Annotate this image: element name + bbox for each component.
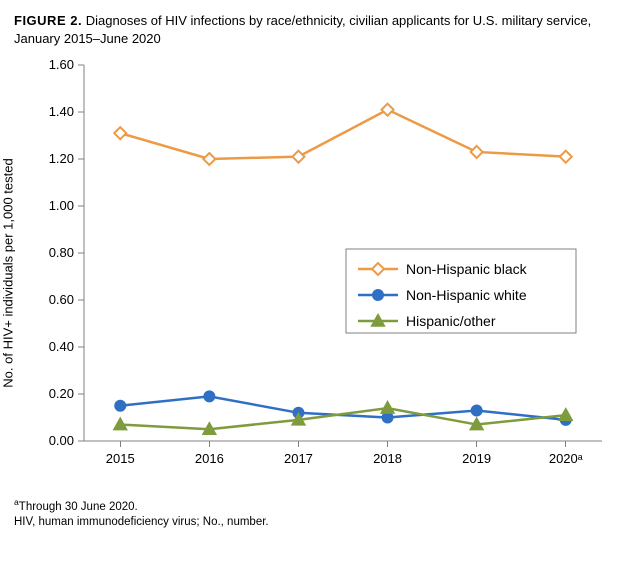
y-tick-label: 0.80 [49, 245, 74, 260]
line-chart: 0.00 0.20 0.40 0.60 0.80 1.00 1.20 1.40 1.60 2015… [14, 53, 612, 493]
x-tick-label: 2017 [284, 451, 313, 466]
chart-area: No. of HIV+ individuals per 1,000 tested… [14, 53, 612, 493]
y-tick-label: 1.00 [49, 198, 74, 213]
figure-title: FIGURE 2. Diagnoses of HIV infections by… [14, 12, 612, 47]
y-tick-label: 0.40 [49, 339, 74, 354]
legend-label: Non-Hispanic white [406, 287, 527, 303]
legend-label: Non-Hispanic black [406, 261, 528, 277]
x-tick-label: 2019 [462, 451, 491, 466]
series [114, 104, 571, 165]
figure-footnotes: aThrough 30 June 2020. HIV, human immuno… [14, 497, 612, 531]
footnote-a: aThrough 30 June 2020. [14, 497, 612, 515]
y-tick-label: 0.60 [49, 292, 74, 307]
y-tick-label: 0.20 [49, 386, 74, 401]
footnote-a-text: Through 30 June 2020. [19, 501, 138, 513]
y-tick-label: 1.20 [49, 151, 74, 166]
series [115, 391, 570, 425]
legend: Non-Hispanic black Non-Hispanic white Hisp… [346, 249, 576, 333]
figure-caption: Diagnoses of HIV infections by race/ethn… [14, 13, 591, 46]
figure-label: FIGURE 2. [14, 13, 82, 28]
y-tick-label: 0.00 [49, 433, 74, 448]
footnote-abbrev: HIV, human immunodeficiency virus; No., … [14, 515, 612, 531]
series [114, 402, 571, 434]
x-tick-label: 2020ᵃ [549, 451, 583, 466]
y-tick-label: 1.40 [49, 104, 74, 119]
legend-label: Hispanic/other [406, 313, 496, 329]
x-tick-label: 2015 [106, 451, 135, 466]
y-tick-label: 1.60 [49, 57, 74, 72]
y-axis-label: No. of HIV+ individuals per 1,000 tested [1, 158, 16, 387]
figure-container: FIGURE 2. Diagnoses of HIV infections by… [0, 0, 626, 573]
x-tick-label: 2018 [373, 451, 402, 466]
x-tick-label: 2016 [195, 451, 224, 466]
